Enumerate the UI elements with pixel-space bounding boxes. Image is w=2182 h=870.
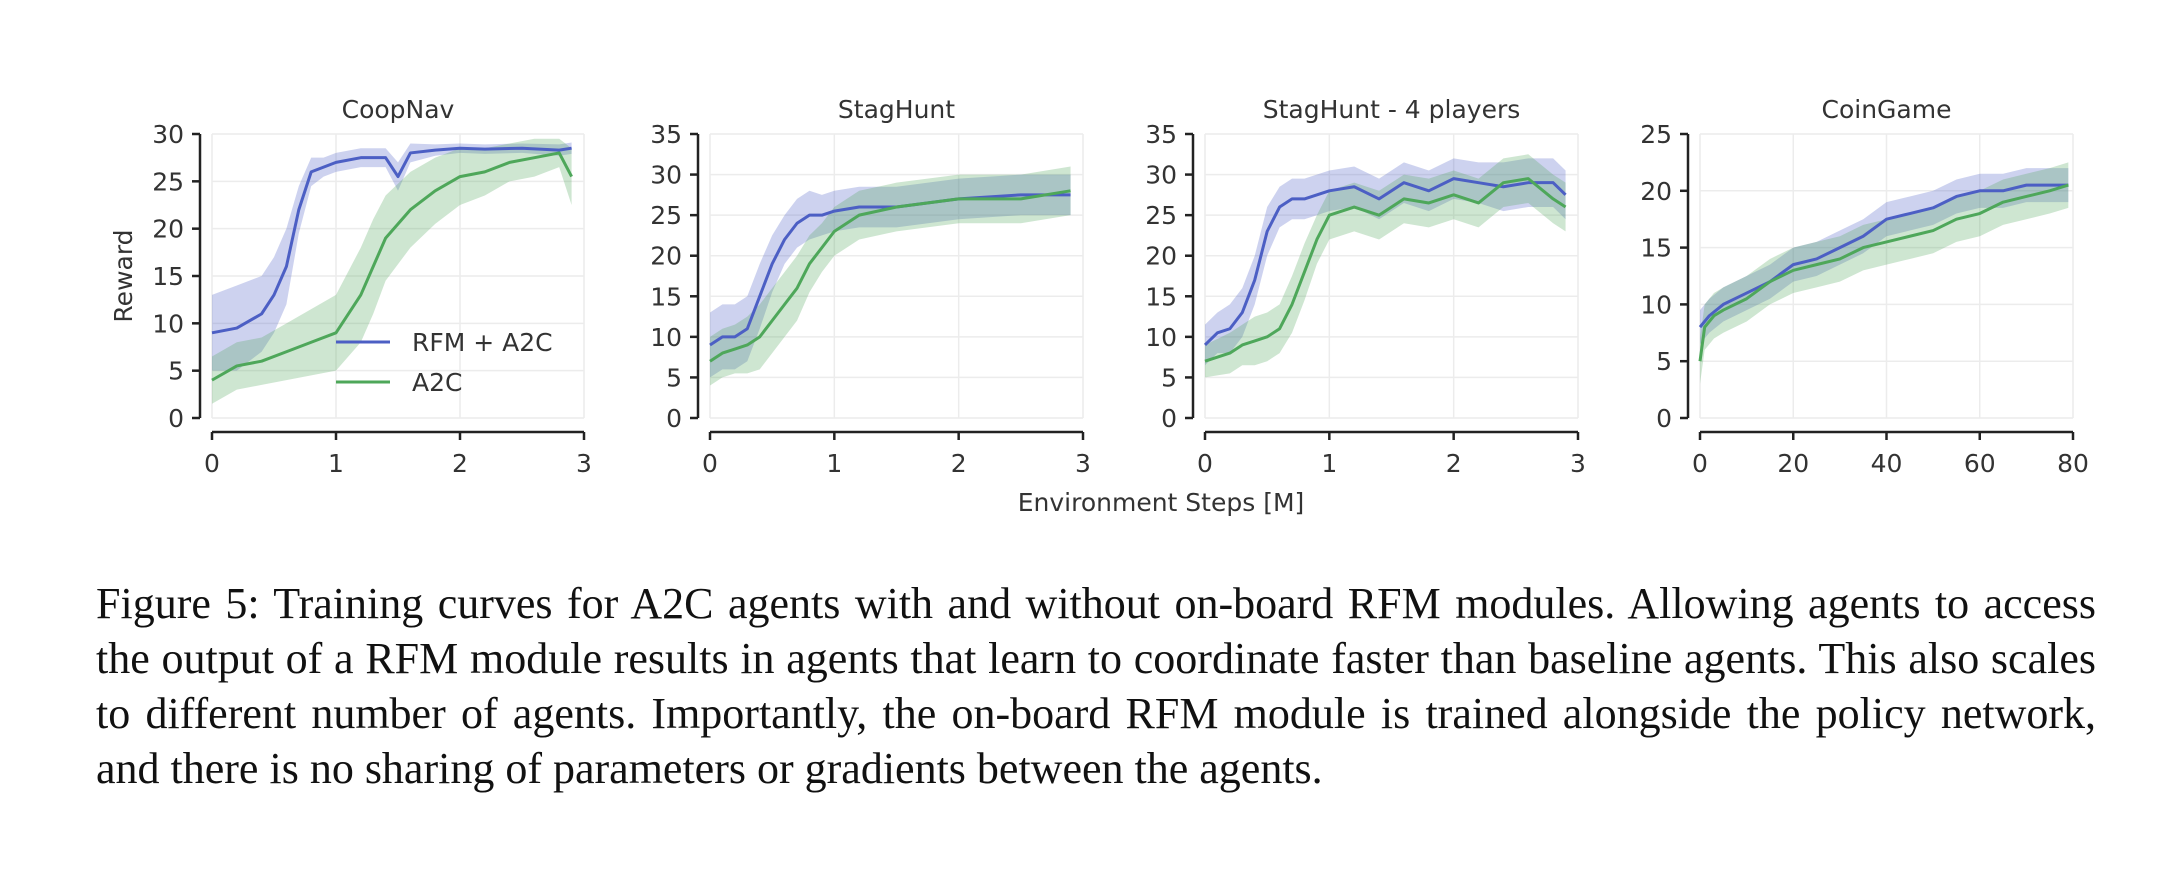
y-tick-label: 15 — [152, 262, 184, 291]
series-line-rfm-a2c — [211, 146, 572, 335]
x-tick-label: 1 — [328, 449, 344, 478]
y-tick-label: 5 — [168, 357, 184, 386]
x-tick-label: 20 — [1777, 449, 1809, 478]
y-tick-label: 20 — [650, 242, 682, 271]
x-tick-label: 40 — [1871, 449, 1903, 478]
y-tick-label: 30 — [1145, 161, 1177, 190]
x-tick-label: 1 — [1321, 449, 1337, 478]
chart-title: CoopNav — [342, 95, 455, 124]
series-band-rfm-a2c — [710, 174, 1071, 378]
y-tick-label: 20 — [152, 215, 184, 244]
series-band-a2c — [1700, 162, 2069, 384]
chart-panel-2: 0 5 10 15 20 25 30 35 0 1 2 3 StagHunt — [650, 95, 1091, 478]
y-tick-label: 20 — [1145, 242, 1177, 271]
series-line-rfm-a2c — [1698, 183, 2069, 329]
y-tick-label: 5 — [666, 363, 682, 392]
legend-label: RFM + A2C — [412, 328, 553, 357]
x-tick-label: 60 — [1964, 449, 1996, 478]
y-tick-label: 15 — [1145, 282, 1177, 311]
series-band-rfm-a2c — [1205, 158, 1566, 366]
chart-panel-3: 0 5 10 15 20 25 30 35 0 1 2 3 StagHunt - 4 players — [1145, 95, 1586, 478]
chart-title: StagHunt - 4 players — [1263, 95, 1521, 124]
x-tick-label: 2 — [1446, 449, 1462, 478]
x-tick-label: 1 — [826, 449, 842, 478]
series-line-a2c — [1698, 183, 2069, 362]
figure-caption: Figure 5: Training curves for A2C agents… — [96, 579, 2096, 793]
series-band-a2c — [212, 138, 572, 404]
y-tick-label: 10 — [1145, 323, 1177, 352]
x-tick-label: 80 — [2057, 449, 2089, 478]
y-tick-label: 5 — [1656, 347, 1672, 376]
y-tick-label: 10 — [152, 309, 184, 338]
x-tick-label: 0 — [204, 449, 220, 478]
y-tick-label: 35 — [650, 120, 682, 149]
chart-panel-4: 0 5 10 15 20 25 0 20 40 60 80 CoinGame — [1640, 95, 2089, 478]
y-tick-label: 15 — [1640, 234, 1672, 263]
y-tick-label: 0 — [666, 404, 682, 433]
x-tick-label: 2 — [452, 449, 468, 478]
y-tick-label: 25 — [152, 167, 184, 196]
y-tick-label: 0 — [1656, 404, 1672, 433]
y-tick-label: 15 — [650, 282, 682, 311]
y-tick-label: 25 — [650, 201, 682, 230]
series-line-a2c — [211, 151, 573, 382]
x-tick-label: 0 — [1692, 449, 1708, 478]
y-tick-label: 30 — [650, 161, 682, 190]
series-band-a2c — [710, 166, 1071, 386]
legend-label: A2C — [412, 368, 462, 397]
y-tick-label: 30 — [152, 120, 184, 149]
series-line-a2c — [1204, 177, 1567, 363]
x-tick-label: 3 — [1075, 449, 1091, 478]
series-line-a2c — [709, 189, 1071, 363]
chart-title: StagHunt — [838, 95, 955, 124]
y-tick-label: 0 — [1161, 404, 1177, 433]
y-tick-label: 10 — [1640, 290, 1672, 319]
x-tick-label: 3 — [1570, 449, 1586, 478]
x-tick-label: 0 — [702, 449, 718, 478]
series-band-a2c — [1205, 154, 1566, 378]
x-tick-label: 0 — [1197, 449, 1213, 478]
shared-x-axis-label: Environment Steps [M] — [1017, 488, 1305, 517]
chart-panel-1: 0 5 10 15 20 25 30 0 1 2 3 CoopNav Reward RFM + A2C A2… — [109, 95, 592, 478]
chart-title: CoinGame — [1822, 95, 1952, 124]
x-tick-label: 3 — [576, 449, 592, 478]
y-tick-label: 35 — [1145, 120, 1177, 149]
legend: RFM + A2C A2C — [336, 328, 553, 397]
y-axis-label: Reward — [109, 229, 138, 322]
y-tick-label: 25 — [1640, 120, 1672, 149]
y-tick-label: 5 — [1161, 363, 1177, 392]
y-tick-label: 25 — [1145, 201, 1177, 230]
y-tick-label: 20 — [1640, 177, 1672, 206]
x-tick-label: 2 — [951, 449, 967, 478]
y-tick-label: 10 — [650, 323, 682, 352]
y-tick-label: 0 — [168, 404, 184, 433]
